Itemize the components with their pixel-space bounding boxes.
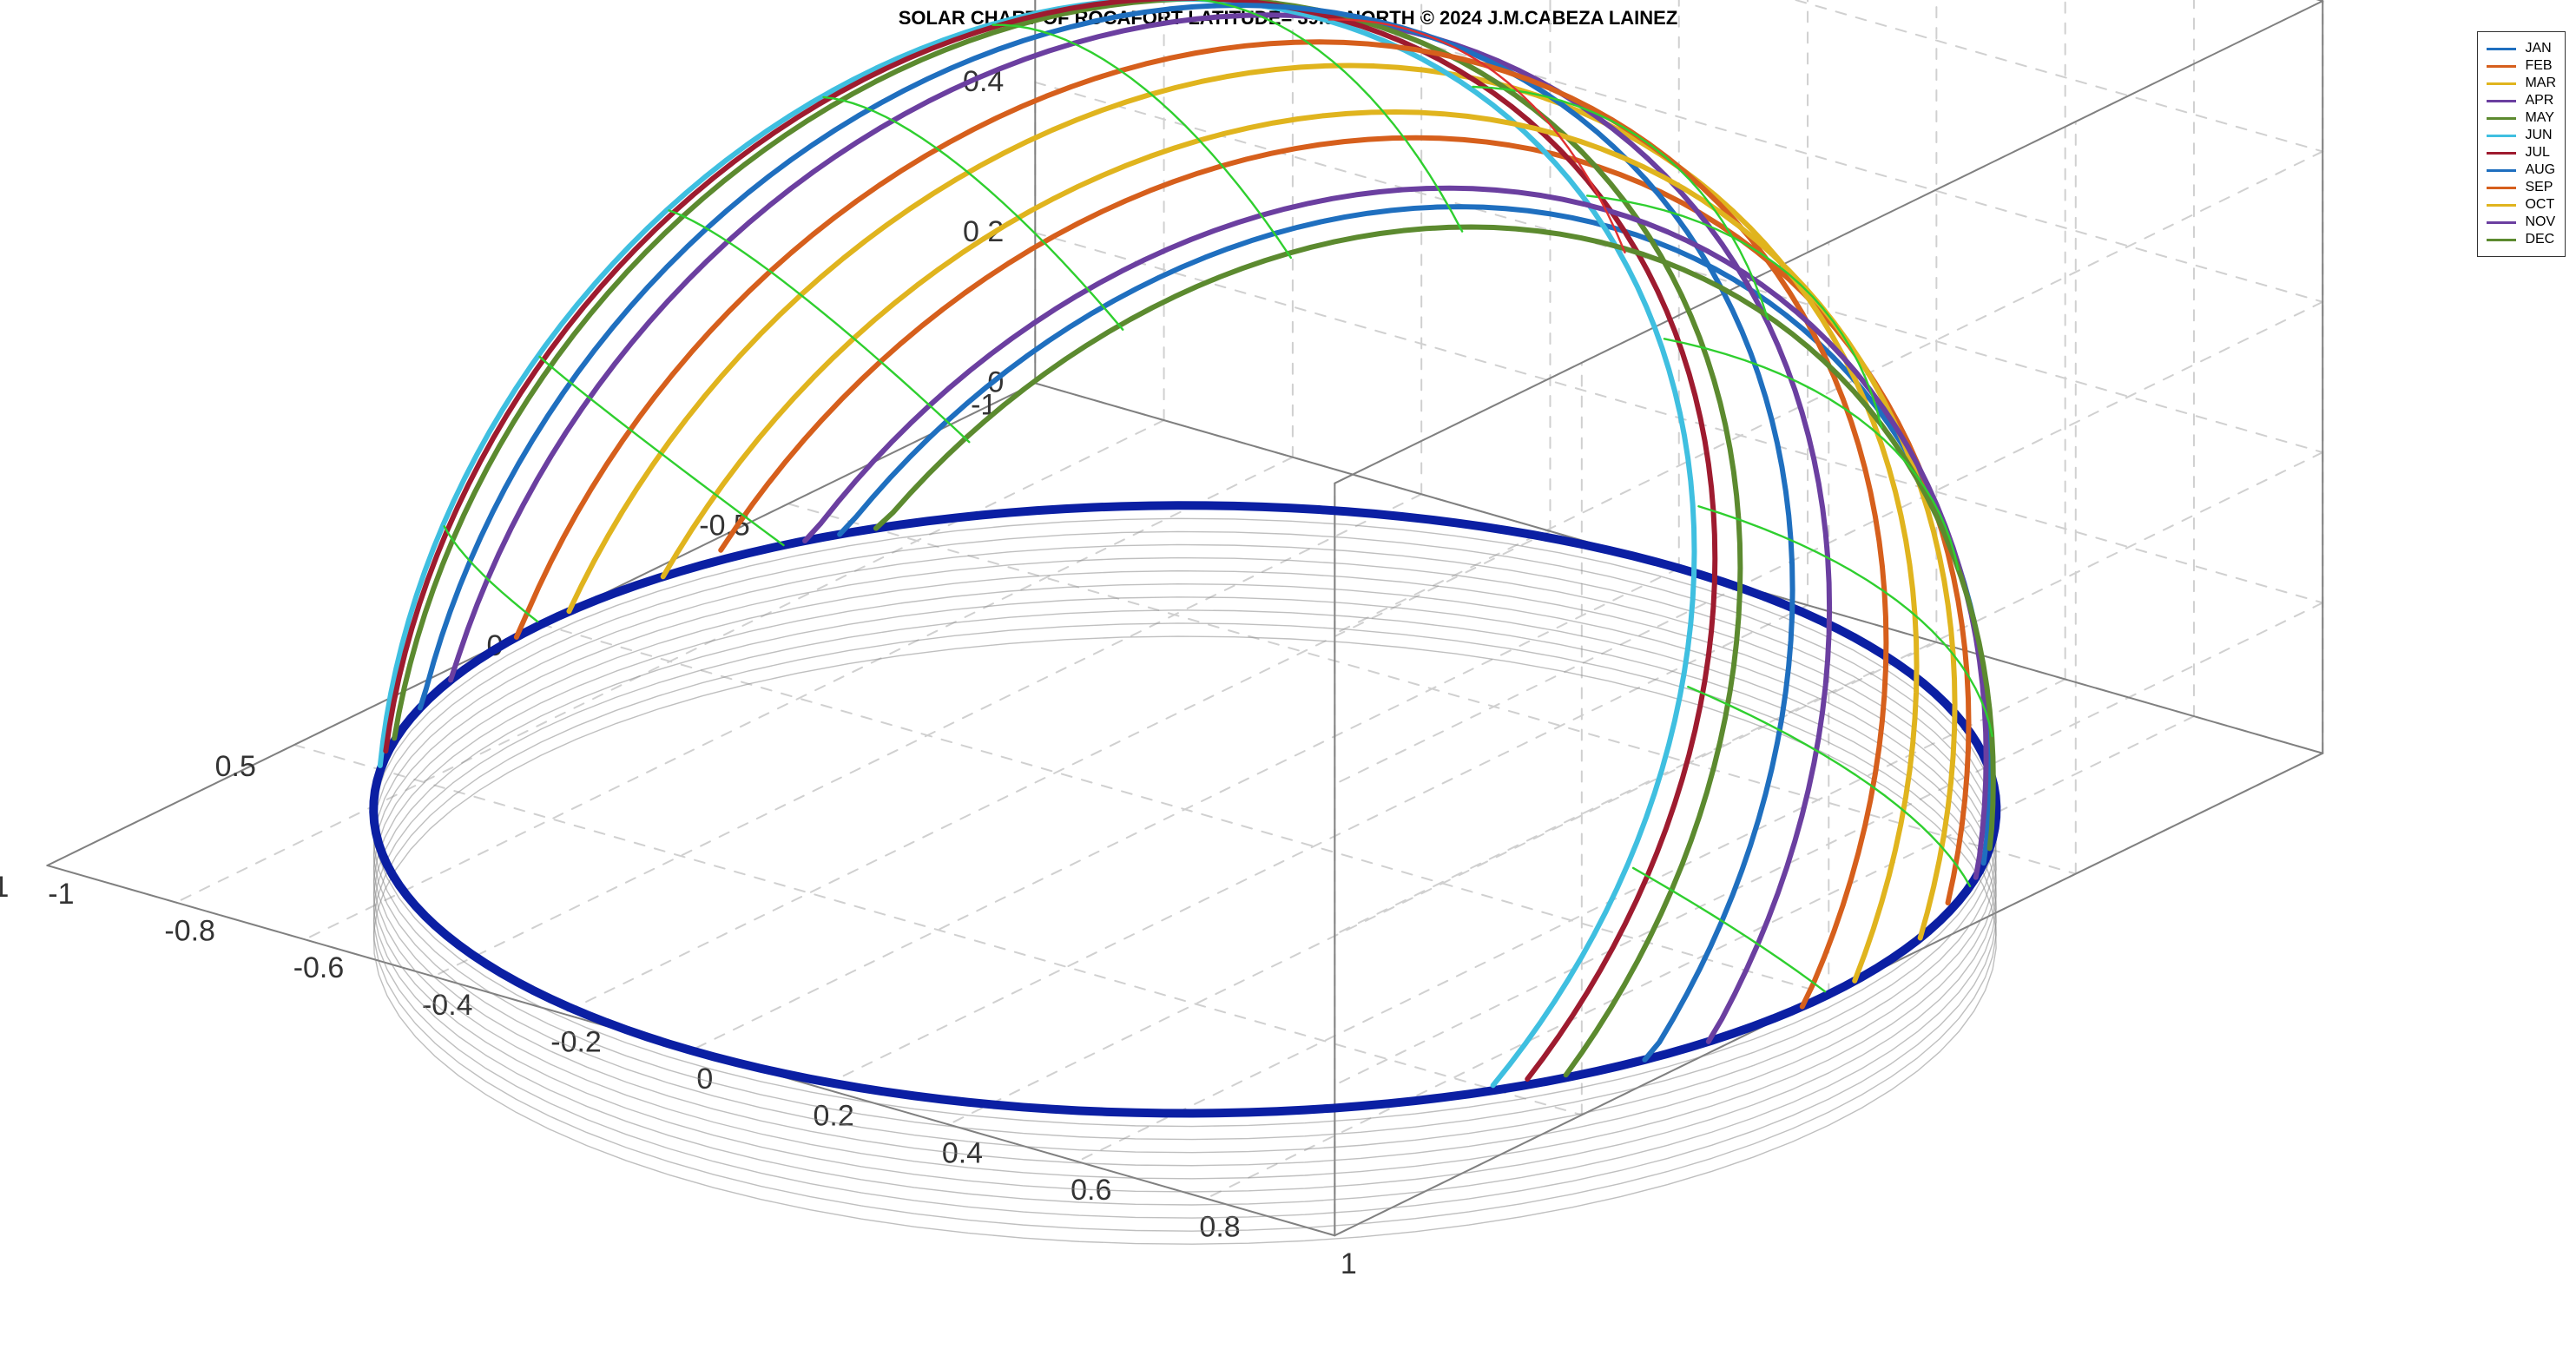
- legend-item-sep: SEP: [2487, 180, 2556, 195]
- legend-item-oct: OCT: [2487, 197, 2556, 213]
- legend-item-jan: JAN: [2487, 41, 2556, 56]
- legend-item-apr: APR: [2487, 93, 2556, 109]
- legend-label: JUN: [2525, 128, 2552, 143]
- svg-text:0.2: 0.2: [814, 1100, 854, 1133]
- legend-swatch: [2487, 117, 2516, 120]
- solar-chart-svg: -1-0.8-0.6-0.4-0.200.20.40.60.81-1-0.500…: [0, 0, 2576, 1349]
- legend-label: DEC: [2525, 232, 2554, 247]
- svg-text:0.5: 0.5: [215, 750, 256, 783]
- svg-text:-0.8: -0.8: [164, 915, 215, 948]
- month-paths: [380, 0, 1993, 1085]
- month-path-jun: [380, 0, 1695, 1085]
- legend-label: NOV: [2525, 214, 2555, 230]
- legend-item-may: MAY: [2487, 110, 2556, 126]
- svg-text:-0.4: -0.4: [422, 989, 473, 1022]
- legend-swatch: [2487, 48, 2516, 50]
- legend-swatch: [2487, 65, 2516, 68]
- legend-label: MAY: [2525, 110, 2553, 126]
- legend-item-mar: MAR: [2487, 76, 2556, 91]
- svg-text:0.4: 0.4: [942, 1136, 983, 1169]
- legend-label: JAN: [2525, 41, 2551, 56]
- hour-lines: [445, 0, 1993, 991]
- legend-swatch: [2487, 221, 2516, 224]
- legend-item-jun: JUN: [2487, 128, 2556, 143]
- svg-text:-0.6: -0.6: [293, 951, 345, 984]
- legend-label: AUG: [2525, 162, 2555, 178]
- solar-chart-container: SOLAR CHART OF ROCAFORT LATITUDE= 39.5º …: [0, 0, 2576, 1349]
- month-path-apr: [451, 15, 1829, 1042]
- legend-box: JAN FEB MAR APRMAY JUN JULAUG SEP OCTNOV DEC: [2477, 31, 2566, 257]
- legend-swatch: [2487, 187, 2516, 189]
- legend-item-jul: JUL: [2487, 145, 2556, 161]
- legend-swatch: [2487, 135, 2516, 137]
- legend-item-nov: NOV: [2487, 214, 2556, 230]
- legend-label: APR: [2525, 93, 2553, 109]
- legend-label: SEP: [2525, 180, 2553, 195]
- svg-text:1: 1: [1341, 1247, 1357, 1280]
- legend-swatch: [2487, 239, 2516, 241]
- month-path-jul: [385, 0, 1715, 1079]
- legend-item-dec: DEC: [2487, 232, 2556, 247]
- legend-item-feb: FEB: [2487, 58, 2556, 74]
- legend-label: FEB: [2525, 58, 2552, 74]
- legend-label: JUL: [2525, 145, 2549, 161]
- cylinder-band: [374, 505, 1997, 1244]
- svg-text:1: 1: [0, 871, 9, 904]
- svg-text:-1: -1: [48, 878, 74, 911]
- legend-swatch: [2487, 204, 2516, 207]
- legend-item-aug: AUG: [2487, 162, 2556, 178]
- legend-swatch: [2487, 152, 2516, 155]
- legend-swatch: [2487, 100, 2516, 102]
- svg-text:0.8: 0.8: [1199, 1211, 1240, 1244]
- legend-label: OCT: [2525, 197, 2554, 213]
- hour-line-plus2: [992, 25, 1290, 258]
- legend-label: MAR: [2525, 76, 2556, 91]
- hour-line-minus6: [1633, 868, 1825, 991]
- legend-swatch: [2487, 169, 2516, 172]
- legend-swatch: [2487, 82, 2516, 85]
